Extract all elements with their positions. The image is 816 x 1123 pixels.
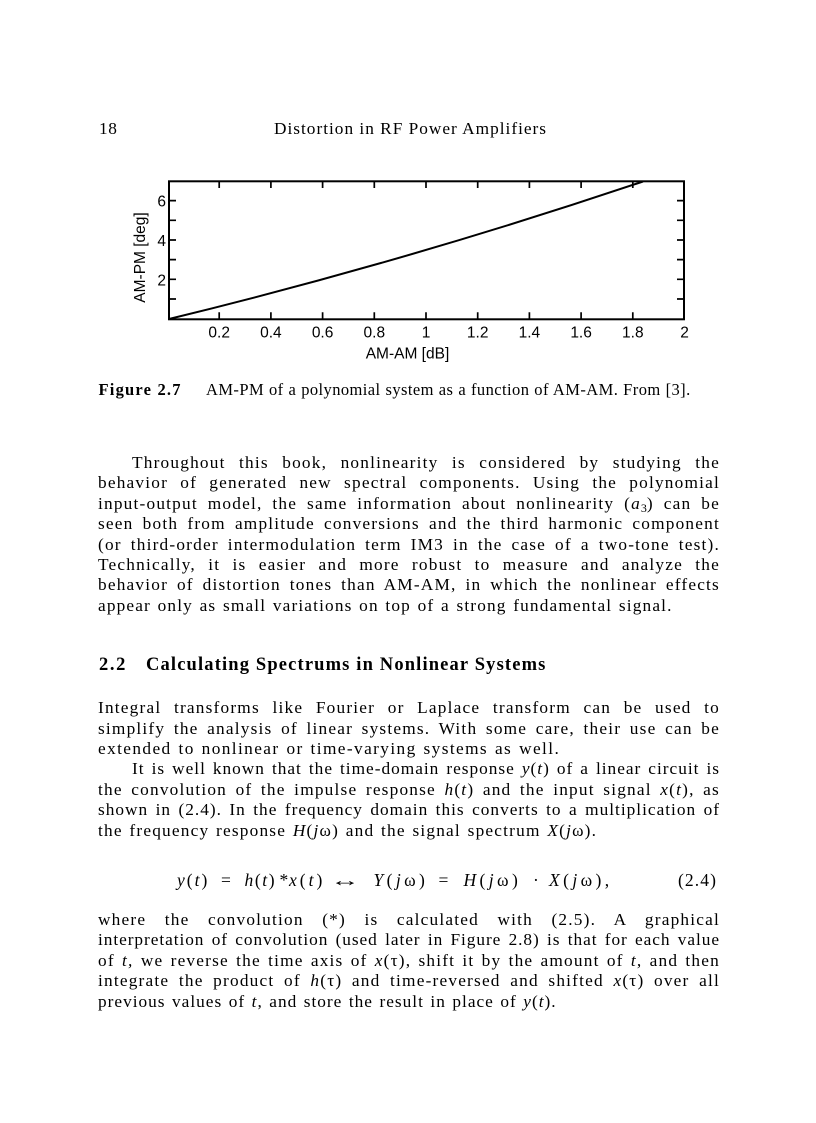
svg-text:1.8: 1.8 — [622, 325, 644, 342]
svg-text:6: 6 — [157, 194, 166, 211]
svg-text:AM-AM [dB]: AM-AM [dB] — [366, 346, 450, 363]
svg-text:0.4: 0.4 — [260, 325, 282, 342]
svg-text:4: 4 — [157, 233, 166, 250]
svg-text:1.6: 1.6 — [570, 325, 592, 342]
svg-text:0.8: 0.8 — [364, 325, 386, 342]
svg-text:1.2: 1.2 — [467, 325, 489, 342]
svg-text:2: 2 — [680, 325, 689, 342]
svg-text:0.6: 0.6 — [312, 325, 334, 342]
svg-text:0.2: 0.2 — [208, 325, 230, 342]
svg-text:1.4: 1.4 — [519, 325, 541, 342]
svg-text:2: 2 — [157, 272, 166, 289]
svg-text:AM-PM [deg]: AM-PM [deg] — [132, 212, 149, 302]
svg-text:1: 1 — [422, 325, 431, 342]
